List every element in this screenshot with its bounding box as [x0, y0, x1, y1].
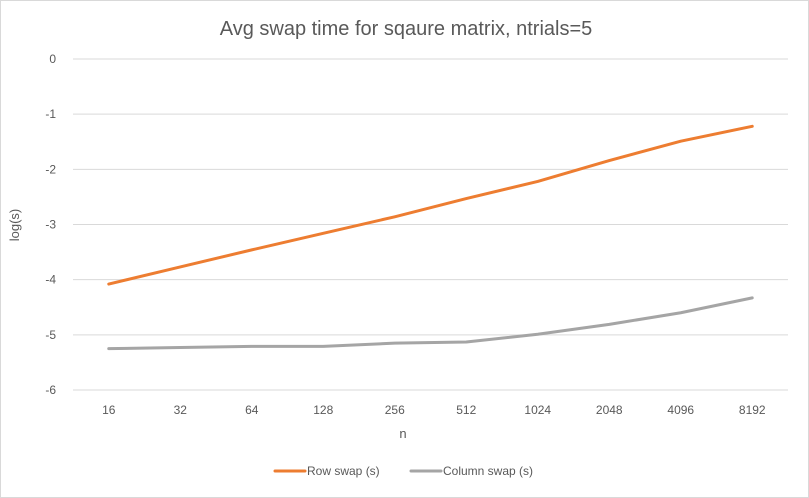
x-axis-ticks: 16 32 64 128 256 512 1024 2048 4096 8192	[102, 403, 766, 417]
x-tick-label: 512	[456, 403, 476, 417]
x-tick-label: 256	[385, 403, 405, 417]
x-tick-label: 4096	[667, 403, 694, 417]
legend-label: Row swap (s)	[307, 464, 380, 478]
y-tick-label: 0	[49, 52, 56, 66]
y-axis-label: log(s)	[7, 209, 22, 242]
y-tick-label: -6	[45, 383, 56, 397]
gridlines	[73, 58, 788, 391]
series-line-row-swap	[107, 124, 754, 286]
x-tick-label: 16	[102, 403, 116, 417]
x-tick-label: 32	[174, 403, 188, 417]
x-axis-label: n	[399, 426, 406, 441]
x-tick-label: 1024	[524, 403, 551, 417]
x-tick-label: 8192	[739, 403, 766, 417]
y-axis-ticks: 0 -1 -2 -3 -4 -5 -6	[45, 52, 56, 397]
legend-label: Column swap (s)	[443, 464, 533, 478]
y-tick-label: -4	[45, 273, 56, 287]
y-tick-label: -5	[45, 328, 56, 342]
series-line-column-swap	[107, 296, 754, 351]
y-tick-label: -1	[45, 107, 56, 121]
legend: Row swap (s) Column swap (s)	[273, 464, 533, 478]
x-tick-label: 64	[245, 403, 259, 417]
series-lines	[107, 124, 754, 351]
chart-title: Avg swap time for sqaure matrix, ntrials…	[220, 18, 593, 40]
y-tick-label: -3	[45, 218, 56, 232]
x-tick-label: 2048	[596, 403, 623, 417]
y-tick-label: -2	[45, 162, 56, 176]
x-tick-label: 128	[313, 403, 333, 417]
